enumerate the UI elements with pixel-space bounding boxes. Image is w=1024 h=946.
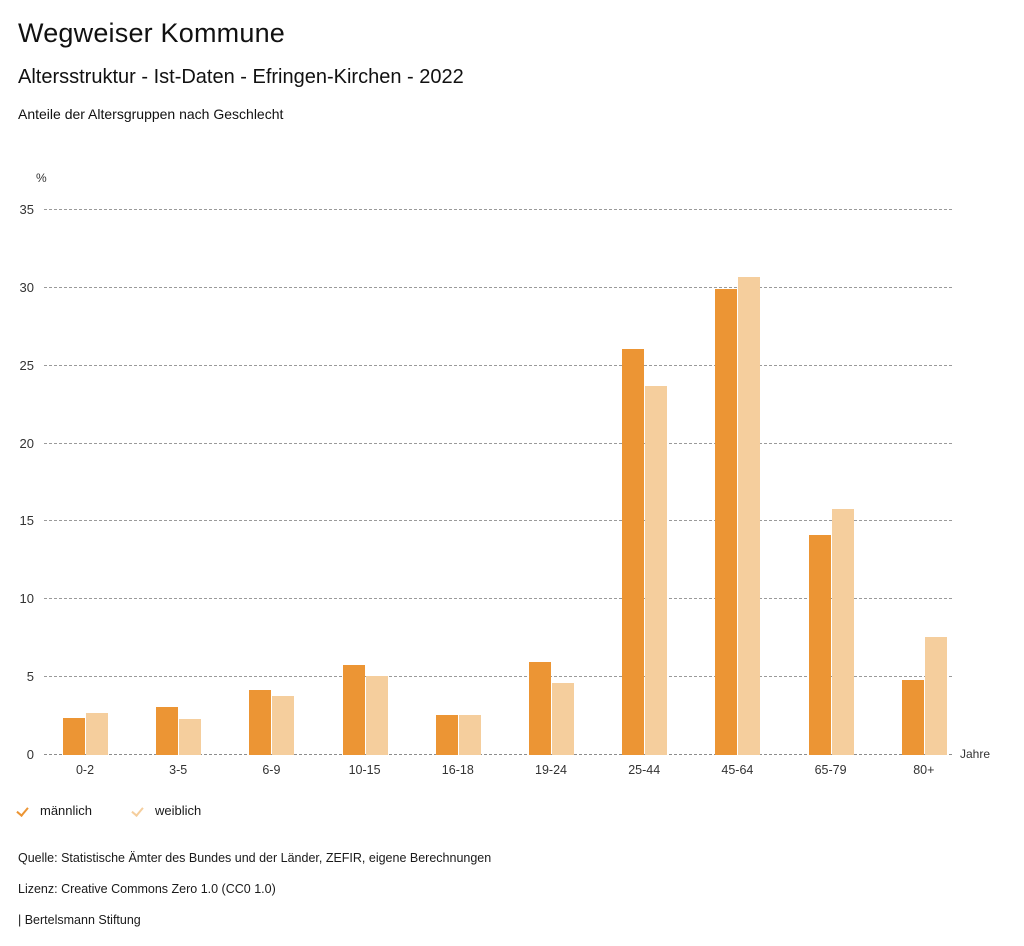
y-axis-tick-label: 0 — [26, 747, 34, 762]
x-axis-unit-label: Jahre — [960, 747, 991, 761]
page-subsubtitle: Anteile der Altersgruppen nach Geschlech… — [18, 106, 284, 122]
y-axis-tick-label: 5 — [26, 669, 34, 685]
bar-männlich-25-44[interactable] — [622, 348, 645, 755]
legend-label: männlich — [40, 803, 93, 818]
bar-männlich-0-2[interactable] — [63, 717, 85, 755]
bar-weiblich-6-9[interactable] — [272, 695, 295, 755]
gridline — [44, 364, 952, 366]
y-axis-tick-label: 25 — [19, 357, 34, 373]
legend-item-männlich[interactable]: männlich — [18, 803, 92, 818]
x-axis-tick-label: 25-44 — [628, 763, 661, 777]
bar-group — [249, 210, 295, 755]
bar-group — [808, 210, 854, 755]
bar-männlich-3-5[interactable] — [156, 706, 179, 755]
x-axis-tick-label: 6-9 — [262, 763, 281, 777]
x-axis-tick-label: 65-79 — [814, 763, 847, 777]
gridline — [44, 676, 952, 678]
bar-group — [715, 210, 761, 755]
bar-männlich-80+[interactable] — [901, 680, 924, 755]
bar-group — [529, 210, 574, 755]
gridline — [44, 286, 952, 288]
y-axis-tick-label: 20 — [19, 435, 34, 451]
x-axis-tick-label: 0-2 — [75, 763, 95, 777]
legend-item-weiblich[interactable]: weiblich — [133, 803, 201, 818]
x-axis-tick-label: 80+ — [913, 763, 935, 777]
gridline — [44, 209, 952, 210]
bar-männlich-6-9[interactable] — [249, 689, 272, 755]
gridline — [44, 520, 952, 522]
bar-weiblich-65-79[interactable] — [831, 508, 854, 755]
bar-männlich-10-15[interactable] — [342, 664, 365, 755]
bar-weiblich-3-5[interactable] — [179, 719, 202, 755]
bar-weiblich-45-64[interactable] — [738, 276, 761, 755]
x-axis-tick-label: 10-15 — [348, 763, 381, 777]
bar-weiblich-16-18[interactable] — [458, 714, 481, 755]
bar-group — [342, 210, 388, 755]
page-title: Wegweiser Kommune — [18, 18, 286, 48]
x-axis-tick-label: 3-5 — [169, 763, 188, 777]
x-axis-tick-label: 45-64 — [721, 763, 754, 777]
check-icon — [133, 804, 146, 817]
bar-weiblich-0-2[interactable] — [86, 712, 108, 755]
y-axis-tick-label: 35 — [19, 202, 34, 217]
bar-group — [901, 210, 947, 755]
bar-männlich-19-24[interactable] — [529, 661, 551, 755]
bar-chart: % Jahre 0 5 10 15 20 25 30 35 0-2 3-5 6-9 10-15 16-… — [19, 171, 991, 777]
footer-license: Lizenz: Creative Commons Zero 1.0 (CC0 1… — [18, 882, 276, 896]
bar-männlich-45-64[interactable] — [715, 289, 738, 755]
y-axis-tick-label: 15 — [19, 513, 34, 529]
bar-group — [156, 210, 202, 755]
footer-publisher: | Bertelsmann Stiftung — [18, 913, 141, 927]
bar-weiblich-10-15[interactable] — [365, 675, 388, 755]
plot-area — [44, 209, 952, 755]
bar-männlich-16-18[interactable] — [435, 714, 458, 755]
x-axis-tick-label: 19-24 — [535, 763, 567, 777]
gridline — [44, 598, 952, 600]
y-axis-unit-label: % — [36, 171, 47, 185]
legend-label: weiblich — [155, 803, 202, 818]
bar-weiblich-19-24[interactable] — [552, 683, 574, 755]
check-icon — [18, 804, 31, 817]
bar-männlich-65-79[interactable] — [808, 535, 831, 755]
footer: Quelle: Statistische Ämter des Bundes un… — [18, 843, 491, 936]
bar-weiblich-25-44[interactable] — [645, 385, 668, 755]
bar-group — [63, 210, 108, 755]
footer-source: Quelle: Statistische Ämter des Bundes un… — [18, 851, 492, 865]
gridline — [44, 754, 952, 755]
x-axis-tick-label: 16-18 — [441, 763, 474, 777]
page-subtitle: Altersstruktur - Ist-Daten - Efringen-Ki… — [18, 66, 464, 88]
gridline — [44, 442, 952, 444]
bar-weiblich-80+[interactable] — [924, 636, 947, 755]
bar-group — [435, 210, 481, 755]
chart-legend: männlich weiblich — [18, 803, 242, 818]
bar-group — [622, 210, 668, 755]
y-axis-tick-label: 30 — [19, 279, 34, 295]
y-axis-tick-label: 10 — [19, 591, 34, 607]
